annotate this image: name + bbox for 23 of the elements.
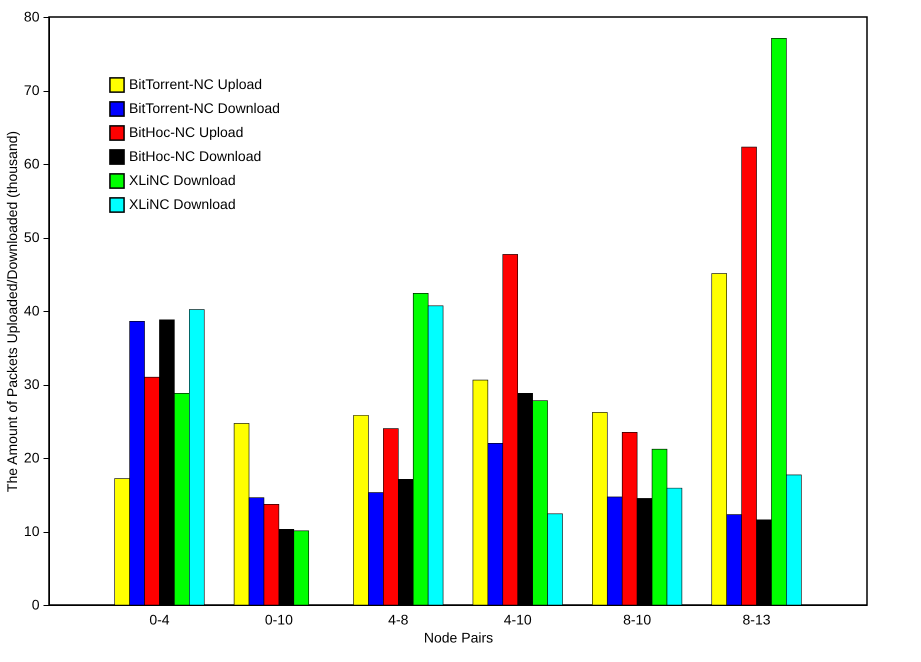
x-axis-title: Node Pairs — [424, 630, 494, 646]
legend-label: BitHoc-NC Upload — [129, 124, 244, 140]
x-tick-label: 0-4 — [149, 612, 170, 628]
y-tick-label: 80 — [24, 8, 40, 24]
x-tick-label: 8-10 — [623, 612, 652, 628]
y-tick-label: 0 — [32, 596, 40, 612]
y-tick-label: 10 — [24, 523, 40, 539]
y-tick-label: 30 — [24, 376, 40, 392]
y-tick-label: 20 — [24, 450, 40, 466]
legend-label: XLiNC Download — [129, 172, 236, 188]
y-tick-label: 40 — [24, 302, 40, 318]
legend-label: BitTorrent-NC Download — [129, 100, 280, 116]
y-axis-title: The Amount of Packets Uploaded/Downloaded (thousand) — [4, 130, 20, 492]
x-tick-label: 4-10 — [504, 612, 532, 628]
x-tick-label: 4-8 — [388, 612, 409, 628]
legend-label: BitHoc-NC Download — [129, 148, 262, 164]
y-tick-label: 50 — [24, 229, 40, 245]
x-tick-label: 8-13 — [742, 612, 771, 628]
legend-label: BitTorrent-NC Upload — [129, 76, 262, 92]
legend-label: XLiNC Download — [129, 196, 236, 212]
x-tick-label: 0-10 — [264, 612, 294, 628]
y-tick-label: 70 — [24, 82, 40, 98]
y-tick-label: 60 — [24, 156, 40, 172]
